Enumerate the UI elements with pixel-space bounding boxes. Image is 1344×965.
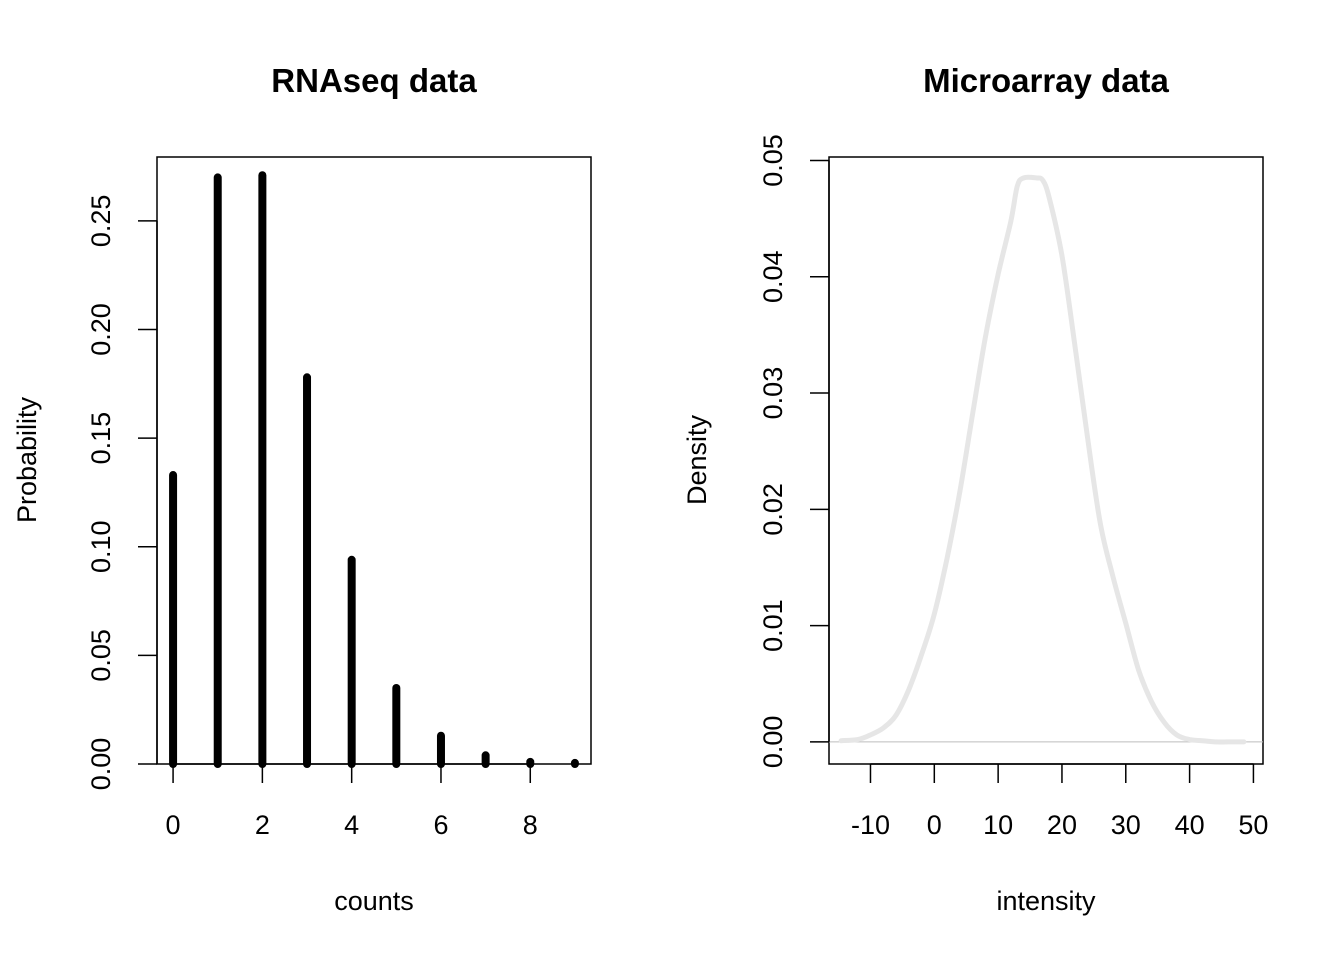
microarray-x-axis: -10 0 10 20 30 40 50 xyxy=(851,763,1268,840)
rnaseq-x-tick-label: 2 xyxy=(255,810,270,840)
rnaseq-plot-frame xyxy=(156,156,592,765)
rnaseq-y-tick-label: 0.25 xyxy=(86,195,116,248)
microarray-plot-frame xyxy=(828,156,1264,765)
microarray-panel: Microarray data -10 0 10 20 30 40 50 0.000.010… xyxy=(682,62,1268,916)
microarray-y-tick-label: 0.04 xyxy=(758,250,788,303)
microarray-title: Microarray data xyxy=(923,62,1169,99)
microarray-x-tick-label: 40 xyxy=(1175,810,1205,840)
microarray-y-tick-label: 0.01 xyxy=(758,599,788,652)
microarray-x-label: intensity xyxy=(996,886,1096,916)
microarray-y-tick-label: 0.03 xyxy=(758,367,788,420)
rnaseq-y-tick-label: 0.00 xyxy=(86,738,116,791)
microarray-y-label: Density xyxy=(682,414,712,505)
rnaseq-title: RNAseq data xyxy=(271,62,477,99)
rnaseq-x-tick-label: 6 xyxy=(433,810,448,840)
rnaseq-x-tick-label: 0 xyxy=(166,810,181,840)
microarray-x-tick-label: 30 xyxy=(1111,810,1141,840)
microarray-x-tick-label: 20 xyxy=(1047,810,1077,840)
microarray-y-axis: 0.00 0.01 0.02 0.03 0.04 0.05 xyxy=(758,134,830,769)
microarray-x-tick-label: 10 xyxy=(983,810,1013,840)
rnaseq-y-label: Probability xyxy=(12,396,42,523)
rnaseq-y-tick-label: 0.10 xyxy=(86,520,116,573)
microarray-y-tick-label: 0.00 xyxy=(758,716,788,769)
microarray-x-tick-label: 0 xyxy=(927,810,942,840)
microarray-y-tick-label: 0.05 xyxy=(758,134,788,187)
rnaseq-x-tick-label: 4 xyxy=(344,810,359,840)
microarray-y-tick-label: 0.02 xyxy=(758,483,788,536)
microarray-density-curve xyxy=(838,174,1247,745)
rnaseq-bars xyxy=(169,171,579,768)
rnaseq-y-tick-label: 0.05 xyxy=(86,629,116,682)
rnaseq-y-axis: 0.00 0.05 0.10 0.15 0.20 0.25 xyxy=(86,195,158,791)
microarray-x-tick-label: 50 xyxy=(1238,810,1268,840)
rnaseq-x-axis: 0 2 4 6 8 xyxy=(166,763,538,840)
rnaseq-x-tick-label: 8 xyxy=(523,810,538,840)
rnaseq-x-label: counts xyxy=(334,886,414,916)
microarray-x-tick-label: -10 xyxy=(851,810,890,840)
rnaseq-y-tick-label: 0.15 xyxy=(86,412,116,465)
rnaseq-y-tick-label: 0.20 xyxy=(86,303,116,356)
